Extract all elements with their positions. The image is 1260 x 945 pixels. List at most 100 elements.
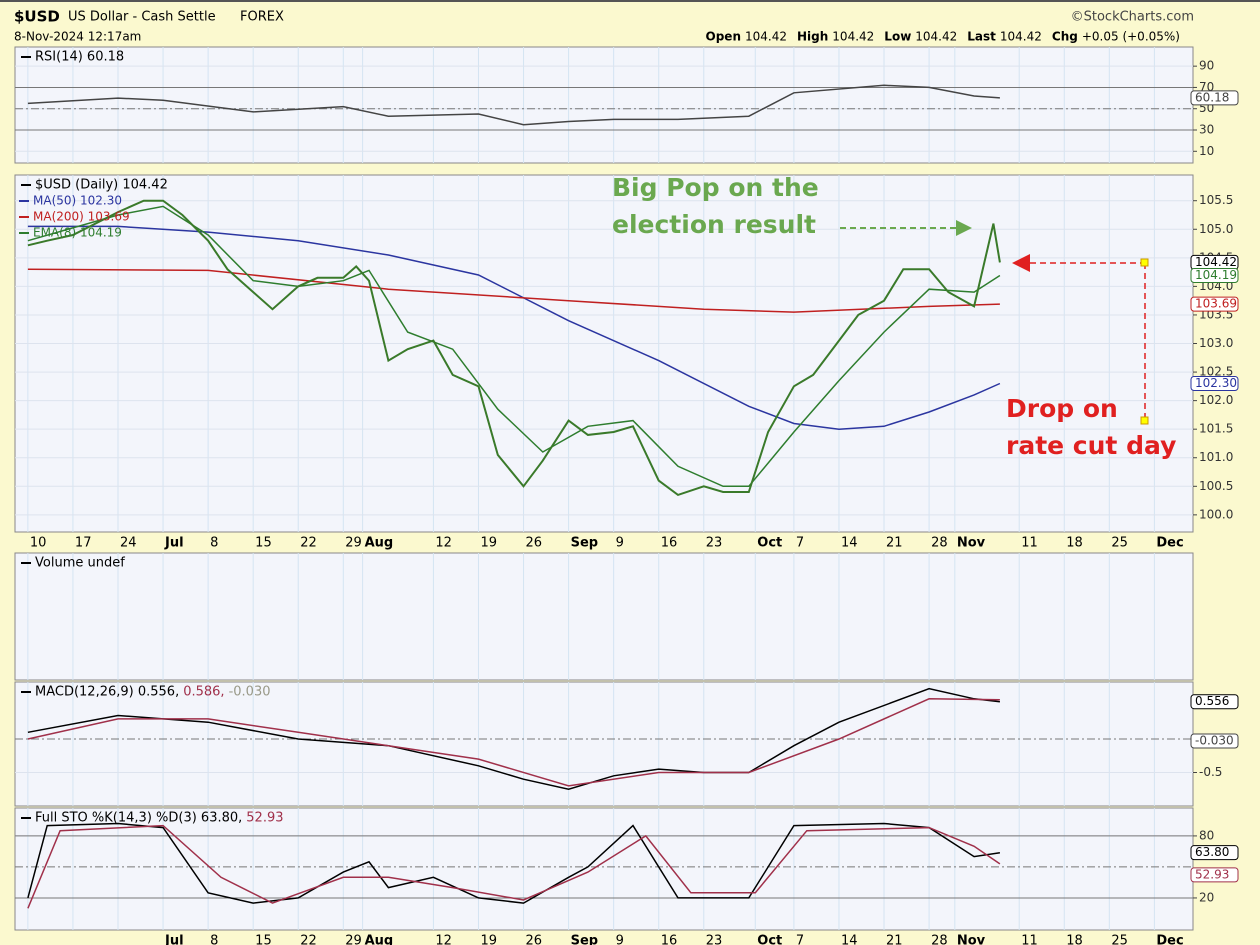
quote-value: 104.42 xyxy=(832,30,874,44)
badge xyxy=(1190,375,1239,391)
badge xyxy=(1190,733,1239,749)
panel-title: RSI(14) 60.18 xyxy=(35,50,124,65)
y-tick-label: 90 xyxy=(1199,59,1214,73)
x-tick-label: 7 xyxy=(796,934,804,945)
arrow-head xyxy=(956,220,972,236)
badge xyxy=(1190,867,1239,883)
x-tick-label: 12 xyxy=(435,934,452,945)
badge-label: 103.69 xyxy=(1195,297,1237,311)
x-tick-label: 8 xyxy=(210,934,218,945)
y-tick-label: 30 xyxy=(1199,123,1214,137)
arrow-head xyxy=(1012,254,1030,272)
badge-label: 0.556 xyxy=(1195,694,1229,708)
exchange: FOREX xyxy=(240,10,284,25)
badge-label: -0.030 xyxy=(1195,733,1234,747)
series-line xyxy=(27,822,1001,904)
x-tick-label: 12 xyxy=(435,536,452,551)
legend-entry: MA(200) 103.69 xyxy=(33,210,130,224)
series-line xyxy=(27,199,1001,497)
badge xyxy=(1190,694,1239,710)
panel xyxy=(14,681,1194,807)
series-line xyxy=(27,824,1001,909)
x-tick-label: 7 xyxy=(796,536,804,551)
legend-entry: EMA(8) 104.19 xyxy=(33,226,122,240)
badge xyxy=(1190,845,1239,861)
x-tick-label: 22 xyxy=(300,934,317,945)
y-tick-label: 100.0 xyxy=(1199,507,1233,521)
x-tick-label: Jul xyxy=(164,934,184,945)
x-tick-label: Dec xyxy=(1156,536,1183,551)
x-tick-label: Dec xyxy=(1156,934,1183,945)
x-tick-label: 26 xyxy=(526,934,543,945)
badge-label: 104.42 xyxy=(1195,255,1237,269)
series-line xyxy=(27,205,1001,488)
quote-value: 104.42 xyxy=(745,30,787,44)
quote-value: 104.42 xyxy=(915,30,957,44)
legend-entry: MA(50) 102.30 xyxy=(33,194,122,208)
x-tick-label: 16 xyxy=(661,934,678,945)
annotation: rate cut day xyxy=(1006,431,1176,460)
name: US Dollar - Cash Settle xyxy=(68,10,216,25)
y-tick-label: 20 xyxy=(1199,890,1214,904)
badge-label: 102.30 xyxy=(1195,376,1237,390)
x-tick-label: 9 xyxy=(616,536,624,551)
symbol: $USD xyxy=(14,8,60,26)
panel-title: MACD(12,26,9) 0.556, xyxy=(35,685,179,700)
quote-value: 104.42 xyxy=(1000,30,1042,44)
x-tick-label: 28 xyxy=(931,934,948,945)
y-tick-label: 103.0 xyxy=(1199,336,1233,350)
series-line xyxy=(27,698,1000,787)
date: 8-Nov-2024 12:17am xyxy=(14,30,141,44)
panel xyxy=(14,46,1194,164)
badge-label: 104.19 xyxy=(1195,268,1237,282)
y-tick-label: 10 xyxy=(1199,144,1214,158)
x-tick-label: 19 xyxy=(480,536,497,551)
quote-value: +0.05 (+0.05%) xyxy=(1082,30,1180,44)
y-tick-label: 80 xyxy=(1199,828,1214,842)
x-tick-label: 19 xyxy=(480,934,497,945)
x-tick-label: 15 xyxy=(255,934,272,945)
quote: +0.05 (+0.05%) Chg 104.42 Last 104.42 Low 104.… xyxy=(706,30,1180,44)
x-tick-label: 25 xyxy=(1111,934,1128,945)
badge xyxy=(1190,268,1239,284)
annotation: election result xyxy=(612,210,816,239)
x-tick-label: 28 xyxy=(931,536,948,551)
quote-key: Chg xyxy=(1052,30,1078,44)
series-line xyxy=(27,268,1000,313)
x-tick-label: 15 xyxy=(255,536,272,551)
x-tick-label: 11 xyxy=(1021,934,1038,945)
y-tick-label: 102.5 xyxy=(1199,365,1233,379)
x-tick-label: Aug xyxy=(365,536,394,551)
x-tick-label: 9 xyxy=(616,934,624,945)
x-tick-label: Nov xyxy=(957,934,986,945)
x-tick-label: 23 xyxy=(706,536,723,551)
quote-key: Last xyxy=(967,30,996,44)
brand: ©StockCharts.com xyxy=(1071,10,1194,25)
panel-title: 52.93 xyxy=(246,811,283,826)
panel-title: -0.030 xyxy=(229,685,271,700)
panel-title: 0.586, xyxy=(183,685,224,700)
x-tick-label: Aug xyxy=(365,934,394,945)
top-border xyxy=(0,0,1260,2)
panel-title: $USD (Daily) 104.42 xyxy=(35,178,168,193)
panel-title: Volume undef xyxy=(35,556,125,571)
panel-title: Full STO %K(14,3) %D(3) 63.80, xyxy=(35,811,242,826)
x-tick-label: 17 xyxy=(75,536,92,551)
x-tick-label: Sep xyxy=(571,536,599,551)
x-tick-label: 29 xyxy=(345,934,362,945)
badge-label: 60.18 xyxy=(1195,90,1229,104)
y-tick-label: 105.0 xyxy=(1199,222,1233,236)
x-tick-label: 11 xyxy=(1021,536,1038,551)
x-tick-label: 18 xyxy=(1066,934,1083,945)
x-tick-label: Sep xyxy=(571,934,599,945)
x-tick-label: 25 xyxy=(1111,536,1128,551)
x-tick-label: 23 xyxy=(706,934,723,945)
x-tick-label: Nov xyxy=(957,536,986,551)
badge-label: 63.80 xyxy=(1195,845,1229,859)
y-tick-label: 105.5 xyxy=(1199,193,1233,207)
badge-label: 52.93 xyxy=(1195,867,1229,881)
x-tick-label: 8 xyxy=(210,536,218,551)
x-tick-label: 14 xyxy=(841,934,858,945)
badge xyxy=(1190,90,1239,106)
